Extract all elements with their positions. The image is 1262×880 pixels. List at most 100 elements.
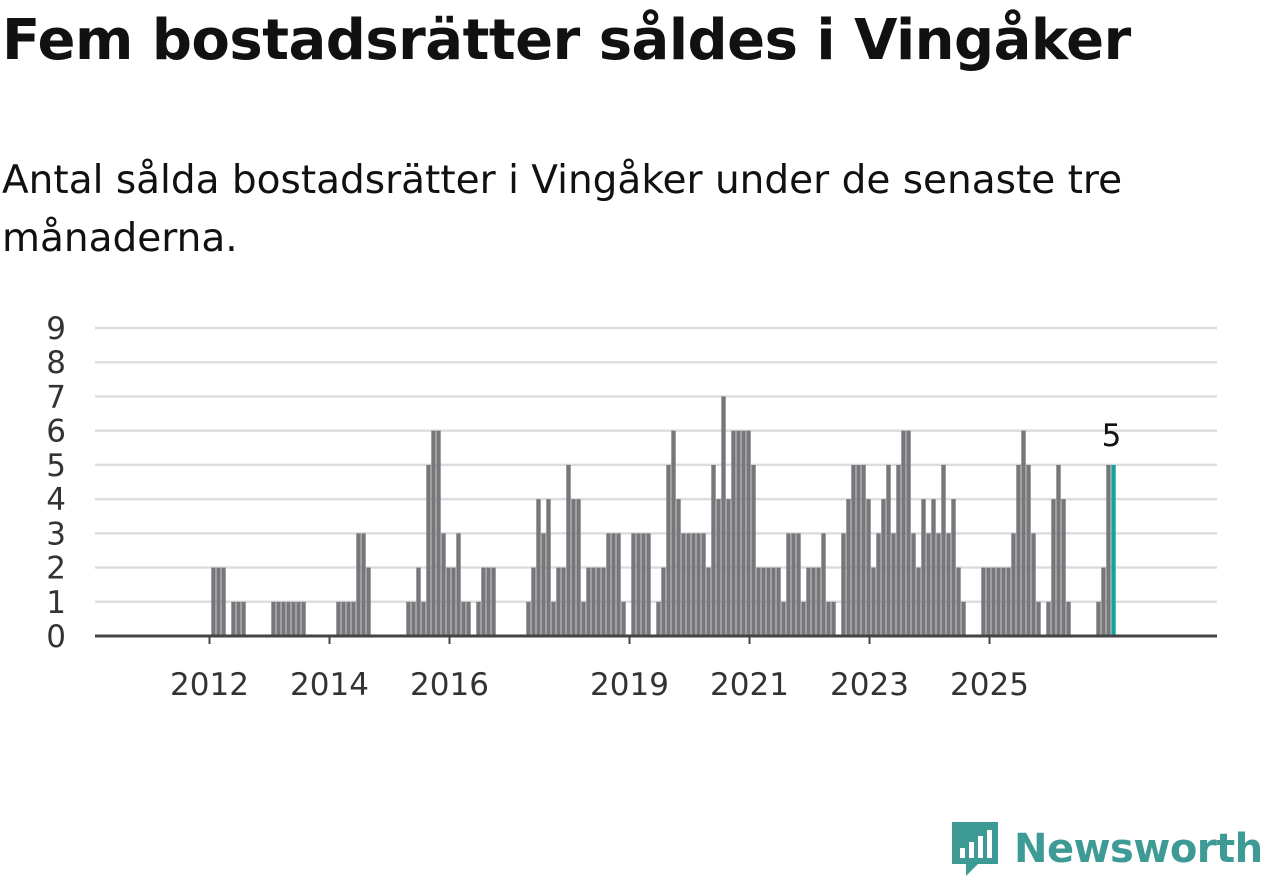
bar bbox=[881, 499, 886, 636]
x-tick-label: 2023 bbox=[830, 667, 909, 703]
bar bbox=[711, 464, 716, 636]
bar bbox=[716, 499, 721, 636]
bar bbox=[896, 464, 901, 636]
bar bbox=[876, 533, 881, 636]
bar bbox=[911, 533, 916, 636]
bar bbox=[766, 567, 771, 636]
bar bbox=[981, 567, 986, 636]
bar bbox=[431, 430, 436, 636]
bar bbox=[691, 533, 696, 636]
x-tick-label: 2025 bbox=[950, 667, 1029, 703]
bar bbox=[636, 533, 641, 636]
bar bbox=[646, 533, 651, 636]
bar bbox=[706, 567, 711, 636]
bar bbox=[846, 499, 851, 636]
bar bbox=[241, 601, 246, 636]
bar bbox=[741, 430, 746, 636]
bar bbox=[861, 464, 866, 636]
bar bbox=[406, 601, 411, 636]
bar bbox=[986, 567, 991, 636]
bar bbox=[216, 567, 221, 636]
bar bbox=[436, 430, 441, 636]
bar bbox=[441, 533, 446, 636]
bar bbox=[1026, 464, 1031, 636]
bar bbox=[336, 601, 341, 636]
bar bbox=[821, 533, 826, 636]
bar bbox=[356, 533, 361, 636]
bar bbox=[631, 533, 636, 636]
bar bbox=[681, 533, 686, 636]
bar bbox=[606, 533, 611, 636]
bar-chart-speech-bubble-icon bbox=[952, 822, 998, 876]
y-tick-label: 3 bbox=[46, 516, 66, 552]
y-tick-label: 1 bbox=[46, 585, 66, 621]
y-tick-label: 7 bbox=[46, 379, 66, 415]
chart-title: Fem bostadsrätter såldes i Vingåker bbox=[2, 8, 1131, 73]
x-tick-label: 2021 bbox=[710, 667, 789, 703]
bar bbox=[1006, 567, 1011, 636]
annotations: 5 bbox=[1102, 418, 1122, 454]
bar bbox=[816, 567, 821, 636]
bar bbox=[276, 601, 281, 636]
bar bbox=[1031, 533, 1036, 636]
bar bbox=[806, 567, 811, 636]
bar bbox=[416, 567, 421, 636]
y-tick-label: 6 bbox=[46, 414, 66, 450]
x-axis-ticks: 2012 2014 2016 2019 2021 2023 2025 bbox=[170, 636, 1029, 703]
bar bbox=[481, 567, 486, 636]
x-tick-label: 2019 bbox=[590, 667, 669, 703]
bar bbox=[556, 567, 561, 636]
bar bbox=[271, 601, 276, 636]
bar bbox=[611, 533, 616, 636]
bar bbox=[411, 601, 416, 636]
bar bbox=[621, 601, 626, 636]
bar bbox=[906, 430, 911, 636]
bar bbox=[791, 533, 796, 636]
bar bbox=[1051, 499, 1056, 636]
bar bbox=[931, 499, 936, 636]
bar bbox=[661, 567, 666, 636]
bar bbox=[776, 567, 781, 636]
bar bbox=[801, 601, 806, 636]
bar bbox=[1021, 430, 1026, 636]
bar bbox=[426, 464, 431, 636]
bar bbox=[421, 601, 426, 636]
y-tick-label: 0 bbox=[46, 619, 66, 655]
bar bbox=[341, 601, 346, 636]
bar bbox=[236, 601, 241, 636]
bar bbox=[921, 499, 926, 636]
bar bbox=[961, 601, 966, 636]
bar bbox=[746, 430, 751, 636]
bar bbox=[891, 533, 896, 636]
bar bbox=[856, 464, 861, 636]
bar bbox=[361, 533, 366, 636]
bar bbox=[346, 601, 351, 636]
bar bbox=[221, 567, 226, 636]
bar bbox=[291, 601, 296, 636]
bar bbox=[296, 601, 301, 636]
bar bbox=[616, 533, 621, 636]
bar bbox=[991, 567, 996, 636]
bar bbox=[901, 430, 906, 636]
chart-subtitle: Antal sålda bostadsrätter i Vingåker und… bbox=[2, 158, 1123, 261]
bar bbox=[641, 533, 646, 636]
bar bbox=[696, 533, 701, 636]
bar bbox=[466, 601, 471, 636]
bar bbox=[1001, 567, 1006, 636]
bar bbox=[586, 567, 591, 636]
bar bbox=[656, 601, 661, 636]
bar bbox=[866, 499, 871, 636]
x-tick-label: 2012 bbox=[170, 667, 249, 703]
bar bbox=[666, 464, 671, 636]
bar bbox=[546, 499, 551, 636]
bar bbox=[1061, 499, 1066, 636]
y-tick-label: 9 bbox=[46, 311, 66, 347]
bar bbox=[736, 430, 741, 636]
bar bbox=[576, 499, 581, 636]
bar bbox=[726, 499, 731, 636]
x-tick-label: 2014 bbox=[290, 667, 369, 703]
bars bbox=[211, 396, 1116, 636]
bar bbox=[771, 567, 776, 636]
